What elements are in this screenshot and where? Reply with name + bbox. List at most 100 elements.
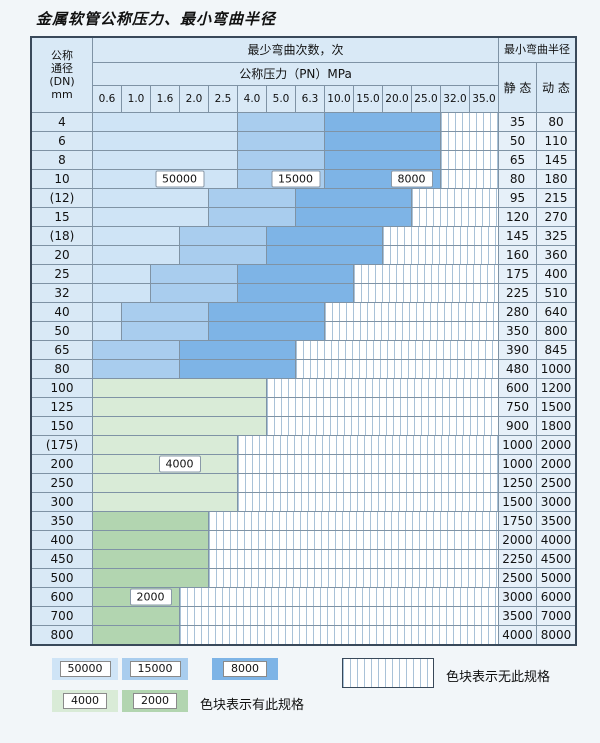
dn-cell: 25 — [32, 265, 92, 283]
spec-region-8000 — [325, 132, 440, 150]
spec-region-4000 — [93, 417, 266, 435]
pressure-col-header: 2.5 — [209, 86, 237, 112]
spec-region-4000 — [93, 493, 237, 511]
no-spec-region — [209, 569, 498, 587]
table-grid: 公称 通径 (DN) mm 最少弯曲次数，次 公称压力（PN）MPa 最小弯曲半… — [30, 36, 577, 646]
dynamic-radius-cell: 325 — [537, 227, 575, 245]
dn-header-line-2: 通径 — [51, 62, 73, 75]
no-spec-region — [325, 303, 498, 321]
static-radius-cell: 1500 — [499, 493, 536, 511]
dn-cell: 700 — [32, 607, 92, 625]
pressure-col-header: 1.6 — [151, 86, 179, 112]
dn-column-header: 公称 通径 (DN) mm — [32, 38, 92, 112]
spec-region-15000 — [93, 341, 179, 359]
legend-no-spec-label: 色块表示无此规格 — [446, 670, 551, 685]
spec-region-50000 — [93, 189, 208, 207]
dn-cell: (175) — [32, 436, 92, 454]
spec-region-2000 — [93, 626, 179, 644]
legend-swatch-label: 15000 — [129, 661, 181, 677]
static-radius-cell: 50 — [499, 132, 536, 150]
pressure-col-header: 6.3 — [296, 86, 324, 112]
bend-radius-header: 最小弯曲半径 — [499, 38, 575, 62]
spec-region-50000 — [93, 132, 237, 150]
spec-region-8000 — [325, 113, 440, 131]
nominal-pressure-header: 公称压力（PN）MPa — [93, 63, 498, 85]
dn-header-line-3: (DN) — [49, 75, 75, 88]
dn-cell: 125 — [32, 398, 92, 416]
spec-region-50000 — [93, 246, 179, 264]
cycle-count-label: 2000 — [129, 588, 172, 606]
dynamic-radius-cell: 215 — [537, 189, 575, 207]
pressure-col-header: 2.0 — [180, 86, 208, 112]
static-radius-cell: 225 — [499, 284, 536, 302]
spec-region-8000 — [238, 265, 353, 283]
dn-cell: 80 — [32, 360, 92, 378]
dynamic-radius-cell: 800 — [537, 322, 575, 340]
dynamic-radius-cell: 145 — [537, 151, 575, 169]
spec-region-15000 — [151, 265, 237, 283]
dn-cell: 300 — [32, 493, 92, 511]
spec-region-15000 — [209, 189, 295, 207]
dynamic-radius-cell: 1500 — [537, 398, 575, 416]
spec-region-15000 — [180, 227, 266, 245]
no-spec-region — [441, 113, 498, 131]
dn-cell: 250 — [32, 474, 92, 492]
spec-region-2000 — [93, 512, 208, 530]
dn-cell: 350 — [32, 512, 92, 530]
dn-cell: 10 — [32, 170, 92, 188]
dn-cell: 8 — [32, 151, 92, 169]
no-spec-region — [441, 132, 498, 150]
static-radius-cell: 80 — [499, 170, 536, 188]
dn-cell: 32 — [32, 284, 92, 302]
spec-table: 公称 通径 (DN) mm 最少弯曲次数，次 公称压力（PN）MPa 最小弯曲半… — [30, 36, 577, 646]
dynamic-radius-cell: 3500 — [537, 512, 575, 530]
legend-swatch-label: 50000 — [59, 661, 111, 677]
no-spec-region — [354, 284, 498, 302]
pressure-col-header: 25.0 — [412, 86, 440, 112]
dynamic-radius-cell: 2000 — [537, 455, 575, 473]
dn-cell: 800 — [32, 626, 92, 644]
dynamic-radius-cell: 360 — [537, 246, 575, 264]
no-spec-region — [296, 360, 498, 378]
no-spec-region — [238, 455, 498, 473]
spec-region-2000 — [93, 550, 208, 568]
pressure-col-header: 32.0 — [441, 86, 469, 112]
spec-region-8000 — [180, 341, 295, 359]
spec-region-8000 — [296, 208, 411, 226]
static-radius-cell: 35 — [499, 113, 536, 131]
spec-region-8000 — [296, 189, 411, 207]
cycle-count-label: 50000 — [155, 170, 204, 188]
dynamic-radius-cell: 3000 — [537, 493, 575, 511]
spec-region-8000 — [209, 303, 324, 321]
static-radius-cell: 2500 — [499, 569, 536, 587]
spec-region-2000 — [93, 531, 208, 549]
dn-cell: 200 — [32, 455, 92, 473]
dynamic-radius-cell: 110 — [537, 132, 575, 150]
legend: 色块表示无此规格 色块表示有此规格 50000 15000 8000 4000 2000 — [30, 652, 575, 732]
legend-swatch-label: 2000 — [133, 693, 177, 709]
spec-region-15000 — [93, 360, 179, 378]
spec-region-2000 — [93, 569, 208, 587]
static-radius-cell: 390 — [499, 341, 536, 359]
spec-region-8000 — [325, 151, 440, 169]
pressure-col-header: 5.0 — [267, 86, 295, 112]
dynamic-radius-cell: 4500 — [537, 550, 575, 568]
no-spec-region — [180, 588, 498, 606]
spec-region-8000 — [238, 284, 353, 302]
spec-region-50000 — [93, 322, 121, 340]
spec-region-15000 — [151, 284, 237, 302]
no-spec-region — [267, 398, 498, 416]
spec-region-50000 — [93, 303, 121, 321]
bend-cycles-header: 最少弯曲次数，次 — [93, 38, 498, 62]
dynamic-radius-cell: 7000 — [537, 607, 575, 625]
dn-cell: 20 — [32, 246, 92, 264]
cycle-count-label: 4000 — [158, 455, 201, 473]
no-spec-region — [238, 474, 498, 492]
static-radius-cell: 175 — [499, 265, 536, 283]
no-spec-region — [238, 493, 498, 511]
legend-swatch-8000: 8000 — [212, 658, 278, 680]
static-radius-cell: 350 — [499, 322, 536, 340]
legend-has-spec-label: 色块表示有此规格 — [200, 698, 305, 713]
static-column-header: 静 态 — [499, 63, 536, 112]
legend-swatch-label: 4000 — [63, 693, 107, 709]
